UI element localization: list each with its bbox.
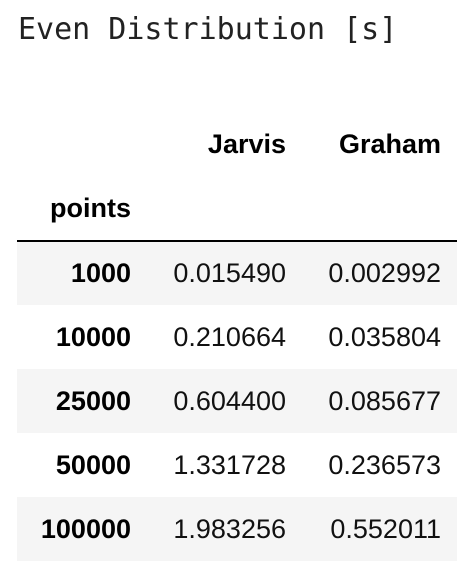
blank-header-cell — [147, 176, 302, 241]
table-row: 50000 1.331728 0.236573 — [17, 433, 457, 497]
table-row: 1000 0.015490 0.002992 — [17, 241, 457, 305]
column-header-jarvis: Jarvis — [207, 128, 286, 159]
cell-jarvis: 1.983256 — [173, 513, 286, 544]
cell-graham: 0.236573 — [328, 449, 441, 480]
row-index: 50000 — [55, 449, 131, 480]
cell-graham: 0.002992 — [328, 258, 441, 288]
table-row: 10000 0.210664 0.035804 — [17, 305, 457, 369]
row-index: 1000 — [70, 258, 131, 288]
dataframe-table: Jarvis Graham points 1000 0.015490 0.002… — [17, 112, 457, 561]
row-index: 25000 — [55, 385, 131, 416]
blank-header-cell — [302, 176, 457, 241]
row-index: 10000 — [55, 321, 131, 352]
cell-graham: 0.552011 — [330, 513, 441, 544]
table-body: 1000 0.015490 0.002992 10000 0.210664 0.… — [17, 241, 457, 561]
blank-header-cell — [17, 112, 147, 176]
column-header-graham: Graham — [338, 128, 441, 159]
index-name-row: points — [17, 176, 457, 241]
table-row: 100000 1.983256 0.552011 — [17, 497, 457, 561]
table-header: Jarvis Graham points — [17, 112, 457, 241]
column-header-row: Jarvis Graham — [17, 112, 457, 176]
table-row: 25000 0.604400 0.085677 — [17, 369, 457, 433]
cell-jarvis: 1.331728 — [173, 449, 286, 480]
cell-graham: 0.085677 — [328, 385, 441, 416]
cell-graham: 0.035804 — [328, 321, 441, 352]
cell-jarvis: 0.604400 — [173, 385, 286, 416]
cell-jarvis: 0.210664 — [173, 321, 286, 352]
row-index: 100000 — [40, 513, 131, 544]
cell-jarvis: 0.015490 — [173, 258, 286, 288]
table-caption: Even Distribution [s] — [18, 12, 398, 47]
index-name-header: points — [50, 192, 131, 223]
